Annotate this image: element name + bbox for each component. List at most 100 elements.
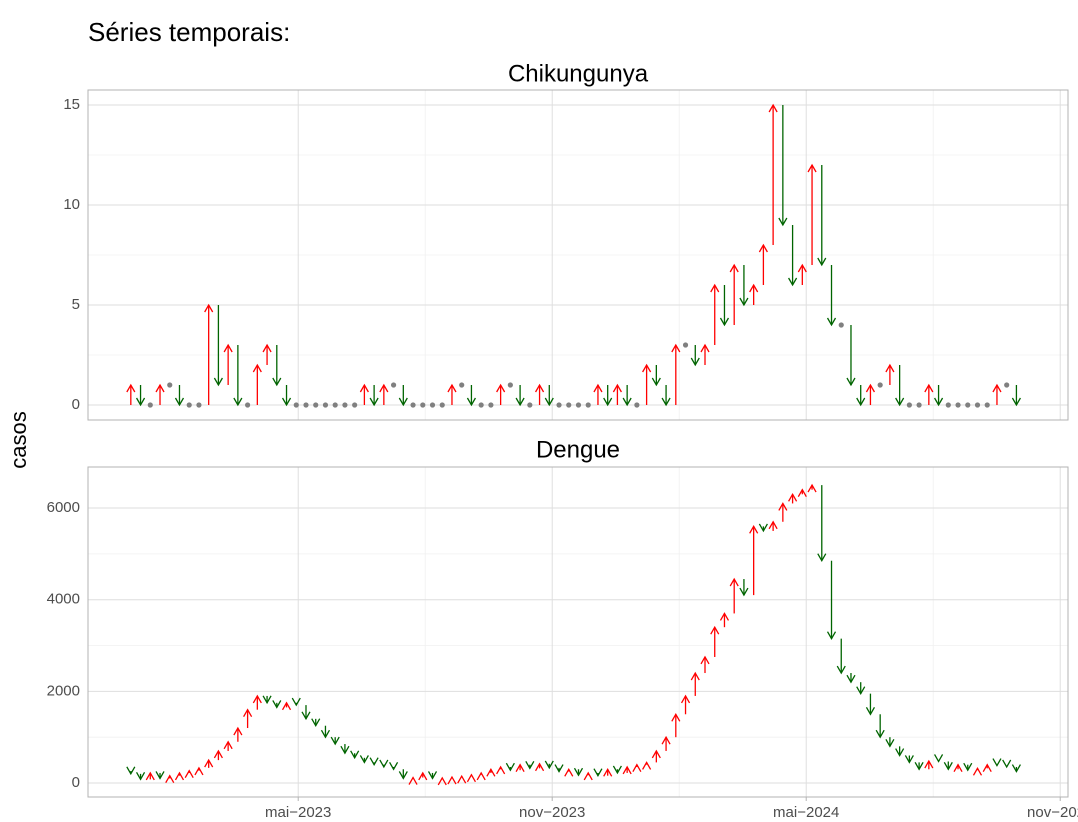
arrow-head bbox=[807, 163, 817, 173]
arrow-head bbox=[651, 377, 661, 387]
arrow bbox=[719, 285, 730, 327]
arrow bbox=[223, 740, 233, 751]
arrow bbox=[651, 749, 661, 763]
arrow-head bbox=[476, 771, 486, 781]
arrow-head bbox=[612, 383, 622, 393]
arrow-head bbox=[126, 383, 136, 393]
arrow-head bbox=[145, 771, 155, 781]
arrow-head bbox=[778, 217, 788, 227]
arrow bbox=[865, 383, 876, 405]
arrow bbox=[369, 385, 379, 407]
arrow-head bbox=[340, 745, 350, 755]
point bbox=[906, 402, 912, 408]
y-tick-label: 0 bbox=[72, 396, 80, 413]
arrow bbox=[233, 726, 243, 742]
arrow bbox=[690, 345, 700, 367]
arrow-head bbox=[661, 397, 671, 407]
arrow-head bbox=[174, 397, 185, 407]
arrow-head bbox=[934, 754, 944, 763]
arrow bbox=[895, 746, 905, 757]
x-tick-label: mai−2023 bbox=[265, 804, 331, 821]
arrow-head bbox=[758, 243, 768, 253]
point bbox=[974, 402, 981, 408]
y-tick-label: 5 bbox=[72, 296, 80, 313]
arrow-head bbox=[330, 736, 340, 746]
arrow bbox=[875, 714, 885, 739]
arrow bbox=[856, 682, 866, 695]
arrow-head bbox=[496, 383, 506, 393]
arrow bbox=[788, 225, 798, 287]
arrow-head bbox=[982, 763, 992, 773]
arrow-head bbox=[573, 767, 584, 777]
arrow bbox=[204, 758, 214, 768]
arrow bbox=[992, 758, 1002, 767]
point bbox=[186, 402, 192, 408]
arrow bbox=[953, 763, 963, 773]
arrow bbox=[603, 767, 613, 777]
arrow bbox=[934, 754, 944, 763]
point bbox=[634, 402, 640, 408]
arrow-head bbox=[155, 383, 165, 393]
arrow bbox=[914, 761, 924, 771]
arrow-head bbox=[895, 748, 905, 757]
arrow-head bbox=[534, 383, 545, 393]
arrow-head bbox=[427, 771, 438, 780]
arrow bbox=[135, 772, 146, 781]
arrow bbox=[642, 363, 652, 405]
arrow bbox=[963, 762, 973, 772]
arrow bbox=[719, 612, 730, 628]
arrow bbox=[534, 383, 545, 405]
arrow bbox=[379, 383, 389, 405]
arrow-head bbox=[233, 397, 243, 407]
arrow bbox=[622, 765, 632, 775]
arrow bbox=[155, 771, 165, 780]
arrow-head bbox=[272, 700, 282, 709]
arrow bbox=[817, 485, 827, 563]
arrow-head bbox=[710, 625, 720, 635]
arrow bbox=[564, 767, 574, 777]
arrow-head bbox=[359, 755, 369, 764]
arrow bbox=[749, 525, 759, 596]
arrow-head bbox=[788, 492, 798, 502]
arrow-head bbox=[700, 343, 710, 353]
arrow-head bbox=[408, 776, 418, 785]
arrow-head bbox=[885, 363, 895, 373]
arrow-head bbox=[778, 502, 788, 511]
arrow bbox=[320, 725, 331, 739]
arrow bbox=[496, 383, 506, 405]
x-tick-label: nov−2023 bbox=[519, 804, 585, 821]
arrow bbox=[534, 762, 545, 772]
arrow-head bbox=[350, 750, 360, 760]
point bbox=[322, 402, 329, 408]
arrow bbox=[807, 163, 817, 265]
arrow-head bbox=[291, 697, 301, 707]
arrow-head bbox=[749, 283, 759, 293]
arrow bbox=[739, 265, 749, 307]
arrow bbox=[593, 383, 603, 405]
point bbox=[585, 402, 591, 408]
arrow-head bbox=[457, 774, 467, 784]
arrow bbox=[865, 693, 876, 716]
arrow bbox=[622, 385, 632, 407]
arrow-head bbox=[953, 763, 963, 773]
arrow bbox=[174, 771, 185, 781]
arrow-head bbox=[515, 397, 525, 407]
arrow-head bbox=[544, 397, 554, 407]
arrow-head bbox=[826, 317, 837, 327]
arrow bbox=[885, 737, 895, 748]
arrow bbox=[457, 774, 467, 784]
point bbox=[439, 402, 445, 408]
arrow bbox=[758, 243, 768, 285]
arrow-head bbox=[739, 297, 749, 307]
arrow-head bbox=[389, 761, 399, 771]
arrow bbox=[992, 383, 1002, 405]
arrow bbox=[262, 343, 272, 365]
point bbox=[352, 402, 358, 408]
arrow bbox=[671, 343, 681, 405]
panel-border bbox=[87, 89, 1069, 421]
arrow bbox=[126, 383, 136, 405]
arrow-head bbox=[943, 761, 953, 771]
point bbox=[167, 382, 173, 388]
point bbox=[965, 402, 971, 408]
arrow-head bbox=[865, 383, 876, 393]
